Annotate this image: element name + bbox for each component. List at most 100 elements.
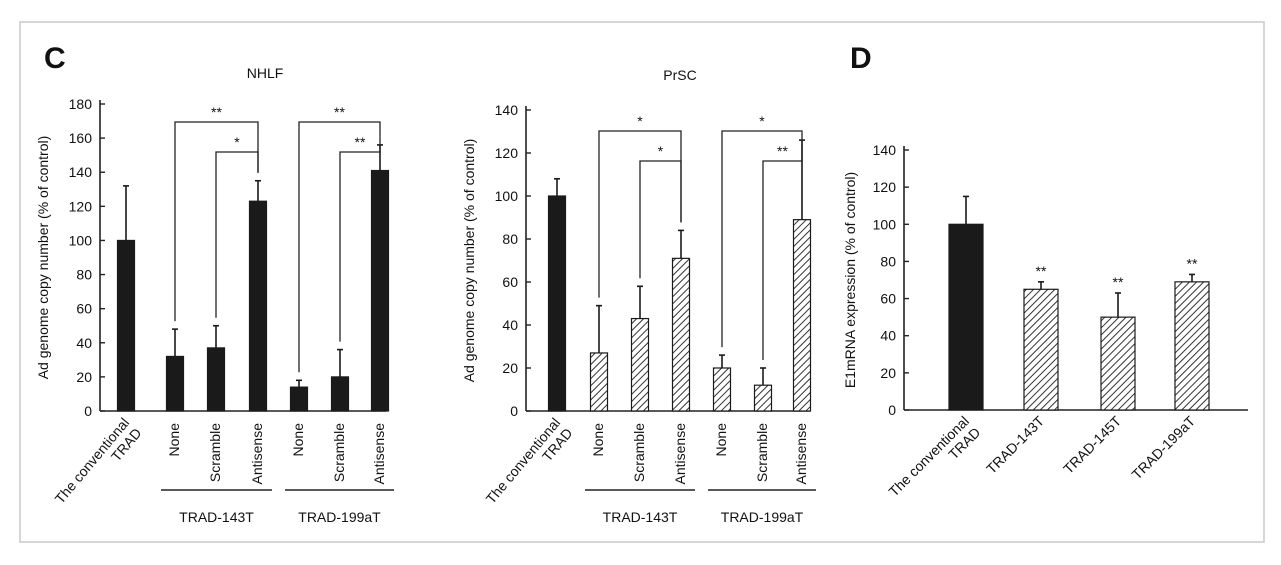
y-tick-label: 0: [84, 403, 92, 419]
y-tick-label: 180: [69, 96, 93, 112]
significance-bracket: [298, 121, 381, 373]
x-tick-label: Scramble: [631, 423, 647, 482]
x-tick-label-line: None: [713, 423, 729, 457]
group-label: TRAD-199aT: [298, 509, 381, 525]
x-tick-label-line: Antisense: [371, 423, 387, 485]
y-tick-label: 40: [76, 335, 92, 351]
significance-label: **: [1113, 274, 1124, 290]
chart-nhlf: 0 20 40 60 80 100 120 140 160 180 NHLF Ad genome co…: [35, 65, 394, 525]
x-tick-label-line: None: [166, 423, 182, 457]
x-tick-label: The conventionalTRAD: [885, 413, 983, 511]
y-axis-title: Ad genome copy number (% of control): [35, 136, 51, 380]
panel-label-d: D: [850, 42, 872, 75]
x-tick-label-line: None: [590, 423, 606, 457]
bar: [206, 347, 226, 412]
y-tick-label: 100: [69, 232, 93, 248]
y-tick-label: 40: [880, 328, 896, 344]
y-tick-label: 60: [502, 274, 518, 290]
bar: [547, 195, 567, 412]
y-tick-label: 80: [76, 267, 92, 283]
bar: [792, 219, 812, 412]
x-tick-label: None: [713, 423, 729, 457]
x-tick-label: None: [290, 423, 306, 457]
x-tick-label-line: Antisense: [793, 423, 809, 485]
x-tick-label: The conventionalTRAD: [482, 415, 575, 517]
y-tick-label: 160: [69, 130, 93, 146]
bar: [370, 169, 390, 412]
x-tick-label-line: Scramble: [207, 423, 223, 482]
panel-label-c: C: [44, 42, 66, 75]
x-tick-label-line: Scramble: [331, 423, 347, 482]
x-tick-label: Antisense: [793, 423, 809, 485]
significance-label: **: [1187, 255, 1198, 271]
group-label: TRAD-199aT: [721, 509, 804, 525]
x-tick-label-line: Scramble: [631, 423, 647, 482]
significance-bracket: [339, 136, 381, 342]
significance-label: **: [777, 143, 788, 159]
group-label: TRAD-143T: [179, 509, 254, 525]
y-tick-label: 140: [873, 142, 897, 158]
chart-title: NHLF: [247, 65, 284, 81]
x-tick-label-line: Antisense: [672, 423, 688, 485]
y-tick-label: 80: [880, 253, 896, 269]
y-tick-label: 60: [76, 301, 92, 317]
significance-label: *: [759, 113, 765, 129]
x-tick-label: TRAD-143T: [983, 412, 1047, 476]
x-tick-label: Antisense: [371, 423, 387, 485]
bar: [630, 317, 650, 412]
y-tick-label: 100: [873, 216, 897, 232]
y-tick-label: 120: [495, 145, 519, 161]
x-tick-label: The conventionalTRAD: [51, 415, 144, 517]
bar: [116, 239, 136, 412]
significance-label: **: [211, 104, 222, 120]
x-tick-label: None: [166, 423, 182, 457]
y-tick-label: 20: [502, 360, 518, 376]
figure-border: [19, 21, 1265, 543]
chart-prsc: 0 20 40 60 80 100 120 140 PrSC Ad genome copy num…: [461, 67, 816, 525]
bar: [330, 376, 350, 412]
significance-label: **: [334, 104, 345, 120]
y-tick-label: 20: [76, 369, 92, 385]
significance-label: **: [1036, 263, 1047, 279]
significance-bracket: [762, 132, 803, 360]
group-label: TRAD-143T: [603, 509, 678, 525]
x-tick-label: None: [590, 423, 606, 457]
y-tick-label: 120: [69, 198, 93, 214]
significance-bracket: [174, 121, 259, 322]
x-tick-label: Scramble: [331, 423, 347, 482]
significance-label: *: [234, 134, 240, 150]
significance-label: **: [355, 134, 366, 150]
y-tick-label: 40: [502, 317, 518, 333]
bar: [589, 352, 609, 412]
significance-label: *: [658, 143, 664, 159]
x-tick-label-line: None: [290, 423, 306, 457]
bar: [248, 200, 268, 412]
bar: [1100, 316, 1136, 411]
y-tick-label: 140: [495, 102, 519, 118]
chart-e1: 0 20 40 60 80 100 120 140 E1mRNA expression (% o…: [842, 142, 1248, 511]
x-tick-label: Antisense: [249, 423, 265, 485]
x-tick-label: Scramble: [754, 423, 770, 482]
bar: [948, 223, 984, 411]
significance-bracket: [639, 160, 682, 279]
y-tick-label: 0: [888, 402, 896, 418]
x-tick-label: Antisense: [672, 423, 688, 485]
y-tick-label: 80: [502, 231, 518, 247]
y-tick-label: 60: [880, 291, 896, 307]
x-tick-label: TRAD-145T: [1060, 412, 1124, 476]
significance-bracket: [215, 151, 259, 318]
significance-label: *: [637, 113, 643, 129]
x-tick-label-line: TRAD-145T: [1060, 412, 1124, 476]
bar: [753, 384, 773, 412]
x-tick-label-line: TRAD-143T: [983, 412, 1047, 476]
x-tick-label: TRAD-199aT: [1128, 412, 1198, 482]
significance-bracket: [721, 130, 803, 348]
bar: [1023, 288, 1059, 411]
bar: [165, 355, 185, 412]
y-tick-label: 20: [880, 365, 896, 381]
bar: [289, 386, 309, 412]
x-tick-label-line: Scramble: [754, 423, 770, 482]
y-axis-title: Ad genome copy number (% of control): [461, 139, 477, 383]
